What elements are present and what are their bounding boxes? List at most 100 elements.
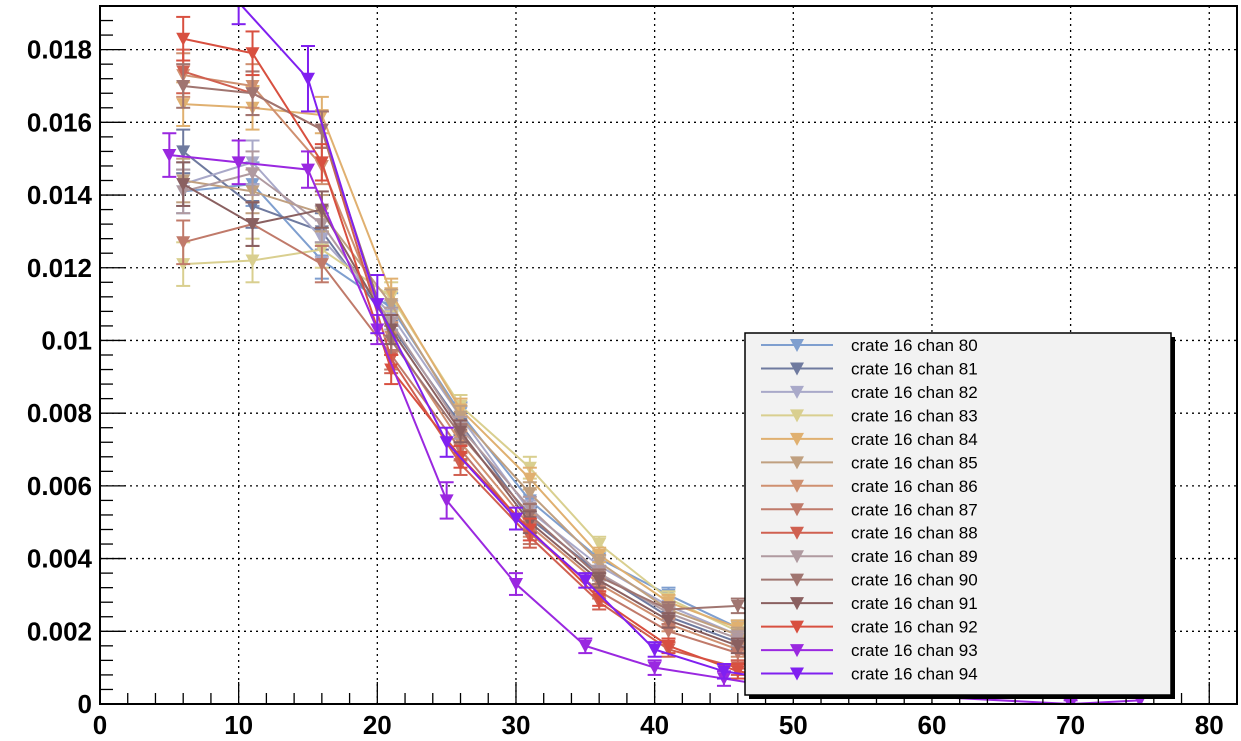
- legend-label: crate 16 chan 93: [851, 641, 978, 660]
- data-point: [314, 123, 329, 137]
- legend: crate 16 chan 80 crate 16 chan 81 crate 16…: [744, 332, 1175, 699]
- data-point: [730, 665, 745, 679]
- data-point: [176, 145, 191, 159]
- y-tick-label: 0.016: [27, 107, 92, 137]
- legend-label: crate 16 chan 91: [851, 594, 978, 613]
- x-tick-label: 80: [1195, 710, 1224, 740]
- legend-label: crate 16 chan 87: [851, 500, 978, 519]
- x-tick-label: 0: [93, 710, 107, 740]
- data-point: [231, 156, 246, 170]
- data-point: [245, 218, 260, 232]
- legend-swatch-marker: [790, 526, 804, 540]
- data-point: [314, 156, 329, 170]
- legend-swatch-marker: [790, 432, 804, 446]
- y-tick-label: 0.01: [41, 325, 92, 355]
- y-tick-label: 0.002: [27, 616, 92, 646]
- y-tick-label: 0.014: [27, 180, 93, 210]
- legend-label: crate 16 chan 83: [851, 406, 978, 425]
- data-point: [300, 163, 315, 177]
- legend-swatch-marker: [790, 385, 804, 399]
- legend-swatch-marker: [790, 503, 804, 517]
- legend-swatch-marker: [790, 456, 804, 470]
- legend-swatch-marker: [790, 362, 804, 376]
- series-line: [182, 183, 808, 665]
- data-point: [245, 167, 260, 181]
- data-point: [730, 639, 745, 653]
- data-point: [439, 436, 454, 450]
- data-point: [176, 236, 191, 250]
- series-line: [182, 161, 808, 658]
- y-tick-label: 0: [78, 689, 92, 719]
- data-point: [647, 643, 662, 657]
- data-point: [661, 603, 676, 617]
- x-tick-label: 20: [363, 710, 392, 740]
- legend-label: crate 16 chan 81: [851, 359, 978, 378]
- legend-swatch-marker: [790, 573, 804, 587]
- legend-label: crate 16 chan 92: [851, 618, 978, 637]
- legend-label: crate 16 chan 89: [851, 547, 978, 566]
- data-point: [578, 639, 593, 653]
- x-tick-label: 30: [502, 710, 531, 740]
- x-tick-label: 50: [779, 710, 808, 740]
- data-point: [647, 661, 662, 675]
- legend-swatch-marker: [790, 550, 804, 564]
- legend-label: crate 16 chan 84: [851, 430, 978, 449]
- legend-swatch-marker: [790, 644, 804, 658]
- data-point: [176, 79, 191, 93]
- legend-swatch-marker: [790, 597, 804, 611]
- series-line: [183, 183, 808, 651]
- legend-swatch-marker: [790, 620, 804, 634]
- legend-swatch-marker: [790, 339, 804, 352]
- data-point: [508, 512, 523, 526]
- series-line: [182, 172, 808, 662]
- data-point: [522, 472, 537, 486]
- data-point: [245, 87, 260, 101]
- data-point: [384, 363, 399, 377]
- y-tick-label: 0.018: [27, 35, 92, 65]
- data-point: [661, 614, 676, 628]
- legend-swatch-marker: [790, 667, 804, 681]
- data-point: [508, 578, 523, 592]
- legend-label: crate 16 chan 94: [851, 665, 978, 684]
- data-point: [592, 556, 607, 570]
- data-point: [578, 574, 593, 588]
- x-tick-label: 40: [640, 710, 669, 740]
- series-line: [182, 37, 808, 684]
- y-tick-label: 0.008: [27, 398, 92, 428]
- data-point: [453, 425, 468, 439]
- data-point: [439, 494, 454, 508]
- legend-swatch-marker: [790, 479, 804, 493]
- x-tick-label: 60: [917, 710, 946, 740]
- y-tick-label: 0.004: [27, 544, 93, 574]
- data-point: [162, 149, 177, 163]
- legend-label: crate 16 chan 86: [851, 477, 978, 496]
- legend-label: crate 16 chan 90: [851, 571, 978, 590]
- data-point: [314, 258, 329, 272]
- data-point: [245, 47, 260, 61]
- series-line: [182, 150, 808, 665]
- data-point: [730, 599, 745, 613]
- data-point: [314, 203, 329, 217]
- data-point: [176, 32, 191, 46]
- y-tick-label: 0.012: [27, 253, 92, 283]
- data-point: [300, 72, 315, 86]
- data-point: [370, 298, 385, 312]
- series-line: [183, 74, 808, 669]
- y-tick-label: 0.006: [27, 471, 92, 501]
- legend-label: crate 16 chan 80: [851, 336, 978, 355]
- data-point: [716, 665, 731, 679]
- data-point: [592, 574, 607, 588]
- axes: 0 10 20 30 40 50 60 70 80 0 0.002 0.004 0.006 0.008 0.…: [27, 5, 1238, 740]
- legend-box: [744, 332, 1172, 696]
- series-line: [182, 223, 808, 673]
- data-point: [245, 254, 260, 268]
- data-point: [176, 178, 191, 192]
- legend-label: crate 16 chan 82: [851, 383, 978, 402]
- data-point: [592, 538, 607, 552]
- data-point: [522, 487, 537, 501]
- series-line: [183, 179, 808, 658]
- legend-label: crate 16 chan 85: [851, 453, 978, 472]
- legend-swatch-marker: [790, 409, 804, 423]
- series-line: [183, 84, 808, 636]
